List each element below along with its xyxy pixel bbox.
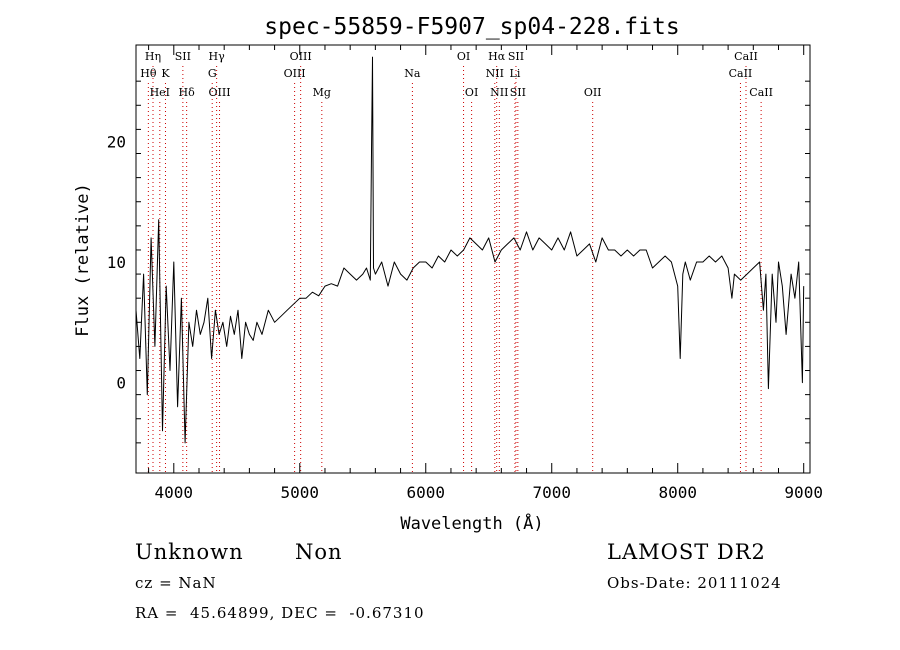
spectral-line-label: OI [457,50,470,63]
redshift-readout: cz = NaN [135,574,217,592]
spectral-line-label: NII [486,67,504,80]
spectral-line-label: CaII [749,86,773,99]
spectral-line-label: CaII [734,50,758,63]
obs-date-readout: Obs-Date: 20111024 [607,574,782,592]
spectral-line-label: NII [490,86,508,99]
flux-series-line [135,56,805,444]
spectral-line-label: SII [508,50,524,63]
survey-name: LAMOST DR2 [607,540,766,564]
spectral-line-label: OIII [290,50,312,63]
y-axis-label: Flux (relative) [73,183,93,337]
object-subclass: Non [295,540,343,564]
spectral-line-label: K [161,67,170,80]
x-tick-label: 4000 [155,483,194,502]
plot-frame [135,44,811,474]
spectral-line-label: Hδ [179,86,196,99]
x-tick-label: 7000 [532,483,571,502]
x-tick-label: 5000 [281,483,320,502]
spectral-line-label: OIII [208,86,230,99]
coordinates-readout: RA = 45.64899, DEC = -0.67310 [135,604,425,622]
y-tick-label: 10 [107,253,126,272]
spectral-line-label: Na [404,67,421,80]
spectral-line-label: OII [584,86,602,99]
y-tick-label: 20 [107,132,126,151]
x-tick-label: 9000 [784,483,823,502]
x-tick-label: 6000 [406,483,445,502]
spectral-line-label: Mg [313,86,331,99]
spectral-line-label: Hη [145,50,161,63]
y-tick-label: 0 [116,374,126,393]
spectral-line-label: Hα [488,50,506,63]
x-axis-label: Wavelength (Å) [400,512,543,534]
spectral-line-label: G [208,67,217,80]
spectral-line-label: OI [465,86,478,99]
spectral-line-label: Hγ [209,50,226,63]
spectral-line-label: Li [510,67,521,80]
x-tick-label: 8000 [658,483,697,502]
spectral-line-label: SII [510,86,526,99]
spectral-line-label: SII [175,50,191,63]
spectral-line-label: HeI [150,86,170,99]
spectral-line-label: CaII [729,67,753,80]
spectral-line-label: Hθ [140,67,157,80]
spectral-line-label: OIII [284,67,306,80]
object-class: Unknown [135,540,244,564]
chart-title: spec-55859-F5907_sp04-228.fits [264,14,679,40]
